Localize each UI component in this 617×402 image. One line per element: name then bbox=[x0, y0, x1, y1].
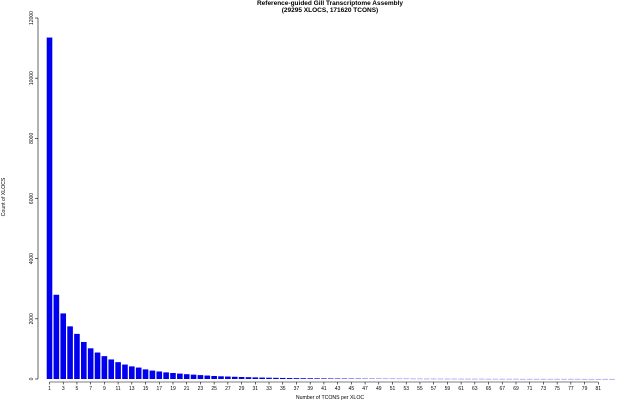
bar-36 bbox=[286, 378, 293, 379]
bar-42 bbox=[327, 378, 334, 379]
bar-1 bbox=[46, 37, 53, 380]
x-tick-label: 67 bbox=[499, 386, 505, 392]
bar-40 bbox=[314, 378, 320, 379]
bar-23 bbox=[197, 375, 204, 379]
bar-6 bbox=[81, 342, 87, 379]
bar-25 bbox=[211, 375, 217, 379]
x-tick-label: 61 bbox=[458, 386, 464, 392]
bar-4 bbox=[67, 326, 73, 379]
x-tick-label: 41 bbox=[321, 386, 327, 392]
bar-17 bbox=[156, 371, 163, 379]
x-tick-label: 71 bbox=[527, 386, 533, 392]
bar-19 bbox=[170, 372, 176, 379]
x-tick-label: 51 bbox=[390, 386, 396, 392]
bar-32 bbox=[259, 377, 265, 379]
bar-26 bbox=[218, 376, 224, 379]
x-tick-label: 77 bbox=[568, 386, 574, 392]
x-tick-label: 33 bbox=[266, 386, 272, 392]
bar-28 bbox=[231, 376, 238, 379]
x-tick-label: 31 bbox=[253, 386, 259, 392]
x-tick-label: 35 bbox=[280, 386, 286, 392]
bar-22 bbox=[190, 374, 197, 379]
y-tick-label: 0 bbox=[29, 377, 35, 380]
bar-10 bbox=[108, 359, 115, 379]
x-tick-label: 17 bbox=[156, 386, 162, 392]
x-tick-label: 39 bbox=[307, 386, 313, 392]
x-tick-label: 7 bbox=[89, 386, 92, 392]
bar-39 bbox=[307, 378, 313, 379]
bar-24 bbox=[204, 375, 211, 379]
bars-group bbox=[46, 37, 615, 380]
x-tick-label: 15 bbox=[143, 386, 149, 392]
x-tick-label: 57 bbox=[431, 386, 437, 392]
x-tick-label: 65 bbox=[486, 386, 492, 392]
bar-14 bbox=[135, 367, 142, 379]
y-axis: 0 2000 4000 6000 8000 10000 12000 bbox=[29, 11, 39, 380]
chart-title: Reference-guided Gill Transcriptome Asse… bbox=[257, 0, 403, 7]
x-tick-label: 81 bbox=[596, 386, 602, 392]
bar-7 bbox=[87, 348, 94, 379]
bar-12 bbox=[122, 364, 128, 379]
x-tick-label: 5 bbox=[76, 386, 79, 392]
bar-20 bbox=[177, 373, 183, 379]
x-tick-label: 59 bbox=[445, 386, 451, 392]
bar-41 bbox=[321, 378, 327, 379]
x-tick-label: 49 bbox=[376, 386, 382, 392]
bar-15 bbox=[142, 369, 149, 379]
x-tick-label: 9 bbox=[103, 386, 106, 392]
bar-9 bbox=[101, 356, 108, 379]
x-tick-label: 75 bbox=[554, 386, 560, 392]
x-tick-label: 29 bbox=[239, 386, 245, 392]
x-tick-label: 1 bbox=[48, 386, 51, 392]
x-tick-label: 55 bbox=[417, 386, 423, 392]
x-tick-label: 73 bbox=[541, 386, 547, 392]
bar-3 bbox=[60, 313, 67, 379]
x-tick-label: 27 bbox=[225, 386, 231, 392]
y-tick-label: 12000 bbox=[29, 11, 35, 25]
x-axis: 1 3 5 7 9 11 13 15 17 19 21 23 25 27 29 31 33 35 37 39 41 43 4… bbox=[48, 381, 602, 392]
y-tick-label: 6000 bbox=[29, 193, 35, 204]
bar-11 bbox=[115, 362, 121, 379]
y-tick-label: 8000 bbox=[29, 133, 35, 144]
bar-13 bbox=[129, 366, 135, 379]
bar-27 bbox=[225, 376, 231, 379]
x-tick-label: 53 bbox=[403, 386, 409, 392]
x-tick-label: 11 bbox=[115, 386, 120, 392]
bar-37 bbox=[293, 378, 300, 379]
bar-33 bbox=[266, 377, 272, 379]
y-axis-label: Count of XLOCS bbox=[1, 177, 7, 216]
bar-5 bbox=[74, 333, 80, 380]
x-tick-label: 25 bbox=[211, 386, 217, 392]
x-tick-label: 19 bbox=[170, 386, 176, 392]
bar-8 bbox=[94, 352, 101, 379]
x-tick-label: 23 bbox=[198, 386, 204, 392]
y-tick-label: 2000 bbox=[29, 313, 35, 324]
x-tick-label: 63 bbox=[472, 386, 478, 392]
x-axis-label: Number of TCONS per XLOC bbox=[296, 395, 364, 401]
x-tick-label: 69 bbox=[513, 386, 519, 392]
chart-subtitle: (29295 XLOCS, 171620 TCONS) bbox=[282, 7, 378, 14]
x-tick-label: 3 bbox=[62, 386, 65, 392]
bar-21 bbox=[183, 374, 190, 379]
bar-18 bbox=[163, 372, 169, 379]
y-tick-label: 4000 bbox=[29, 253, 35, 264]
y-tick-label: 10000 bbox=[29, 71, 35, 85]
bar-29 bbox=[238, 377, 245, 379]
bar-2 bbox=[53, 294, 60, 379]
x-tick-label: 21 bbox=[184, 386, 190, 392]
x-tick-label: 45 bbox=[349, 386, 355, 392]
x-tick-label: 43 bbox=[335, 386, 341, 392]
bar-30 bbox=[245, 377, 252, 379]
x-tick-label: 13 bbox=[129, 386, 135, 392]
bar-31 bbox=[252, 377, 259, 379]
bar-35 bbox=[279, 377, 286, 379]
x-tick-label: 37 bbox=[294, 386, 300, 392]
bar-16 bbox=[149, 370, 156, 379]
x-tick-label: 79 bbox=[582, 386, 588, 392]
bar-34 bbox=[273, 377, 279, 379]
x-tick-label: 47 bbox=[362, 386, 368, 392]
bar-38 bbox=[300, 378, 307, 379]
